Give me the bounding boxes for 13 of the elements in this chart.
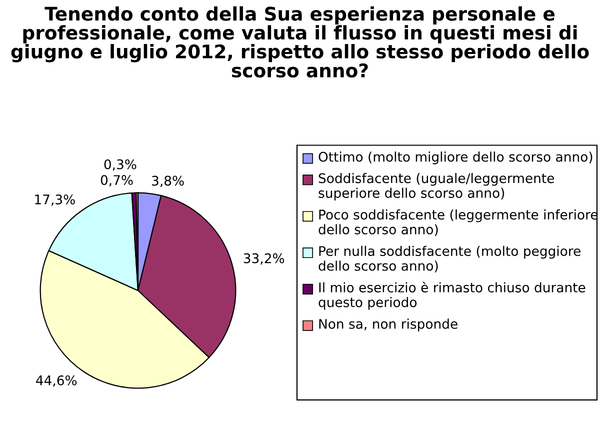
- legend-label: Il mio esercizio è rimasto chiuso durante questo periodo: [318, 282, 586, 310]
- data-label: 3,8%: [152, 176, 184, 188]
- legend-label: Per nulla soddisfacente (molto peggiore dello scorso anno): [318, 246, 580, 272]
- data-label: 44,6%: [36, 375, 77, 387]
- data-label: 17,3%: [35, 194, 75, 206]
- legend-label: Non sa, non risponde: [319, 318, 458, 332]
- legend-label: Poco soddisfacente (leggermente inferiore dello scorso anno): [318, 209, 598, 236]
- data-label: 0,7%: [100, 175, 133, 186]
- data-label: 33,2%: [244, 253, 284, 265]
- legend-label: Ottimo (molto migliore dello scorso anno): [318, 152, 592, 164]
- legend-label: Soddisfacente (uguale/leggermente superiore dello scorso anno): [318, 172, 554, 201]
- data-label: 0,3%: [104, 159, 136, 171]
- chart-title: Tenendo conto della Sua esperienza personale e professionale, come valuta il flusso in questi mesi di giugno e luglio 2012, rispetto allo stesso periodo dello scorso anno?: [11, 6, 589, 78]
